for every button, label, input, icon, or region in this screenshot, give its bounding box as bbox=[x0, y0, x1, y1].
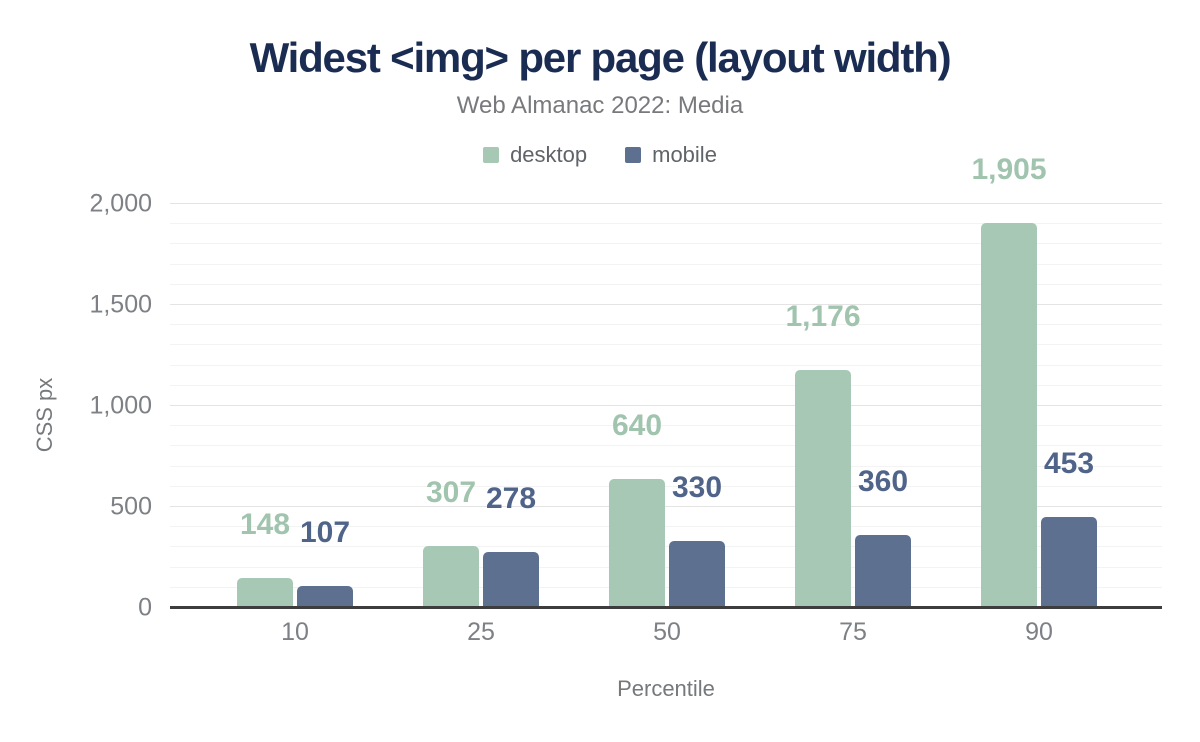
gridline-major bbox=[170, 203, 1162, 204]
gridline-minor bbox=[170, 546, 1162, 548]
bar-value-label-mobile-p90: 453 bbox=[1043, 446, 1095, 480]
legend-item-mobile[interactable]: mobile bbox=[625, 142, 717, 168]
y-tick-label: 1,500 bbox=[89, 290, 152, 319]
bar-value-label-desktop-p10: 148 bbox=[239, 508, 291, 542]
x-tick-label-10: 10 bbox=[281, 618, 309, 646]
chart-legend: desktop mobile bbox=[0, 142, 1200, 168]
gridline-minor bbox=[170, 324, 1162, 326]
gridline-minor bbox=[170, 425, 1162, 427]
legend-swatch-icon bbox=[625, 147, 642, 163]
gridline-minor bbox=[170, 384, 1162, 386]
bar-desktop-p25[interactable] bbox=[423, 546, 479, 608]
bar-mobile-p10[interactable] bbox=[297, 586, 353, 608]
bar-group-90: 1,905 453 bbox=[971, 153, 1097, 608]
gridline-minor bbox=[170, 364, 1162, 366]
bar-value-label-mobile-p25: 278 bbox=[485, 481, 537, 515]
y-tick-label: 500 bbox=[110, 492, 152, 521]
gridline-minor bbox=[170, 445, 1162, 447]
bar-group-75: 1,176 360 bbox=[785, 204, 911, 608]
gridline-major bbox=[170, 304, 1162, 305]
bar-value-label-desktop-p75: 1,176 bbox=[785, 300, 861, 334]
bar-group-10: 148 107 bbox=[237, 204, 353, 608]
chart-title: Widest <img> per page (layout width) bbox=[249, 34, 952, 81]
x-axis-title: Percentile bbox=[617, 676, 715, 701]
bar-value-label-mobile-p50: 330 bbox=[671, 471, 723, 505]
bar-desktop-p75[interactable] bbox=[795, 370, 851, 608]
chart-subtitle: Web Almanac 2022: Media bbox=[456, 92, 744, 119]
bar-desktop-p50[interactable] bbox=[609, 478, 665, 608]
gridline-minor bbox=[170, 223, 1162, 225]
gridline-minor bbox=[170, 465, 1162, 467]
y-tick-label: 0 bbox=[138, 593, 152, 622]
y-tick-label: 1,000 bbox=[89, 391, 152, 420]
legend-label: mobile bbox=[652, 142, 717, 167]
bar-desktop-p90[interactable] bbox=[981, 223, 1037, 608]
bar-mobile-p75[interactable] bbox=[855, 535, 911, 608]
bar-mobile-p25[interactable] bbox=[483, 551, 539, 608]
gridline-minor bbox=[170, 586, 1162, 588]
legend-label: desktop bbox=[510, 142, 588, 167]
x-tick-label-50: 50 bbox=[653, 618, 681, 646]
bar-mobile-p90[interactable] bbox=[1041, 516, 1097, 608]
gridline-major bbox=[170, 506, 1162, 507]
x-tick-label-90: 90 bbox=[1025, 618, 1053, 646]
bar-group-50: 640 330 bbox=[609, 204, 725, 608]
x-axis-baseline bbox=[170, 606, 1162, 609]
gridline-minor bbox=[170, 485, 1162, 487]
y-tick-label: 2,000 bbox=[89, 189, 152, 218]
bar-mobile-p50[interactable] bbox=[669, 541, 725, 608]
gridline-minor bbox=[170, 283, 1162, 285]
bar-value-label-desktop-p50: 640 bbox=[611, 408, 663, 442]
gridline-minor bbox=[170, 344, 1162, 346]
x-tick-label-25: 25 bbox=[467, 618, 495, 646]
gridline-minor bbox=[170, 243, 1162, 245]
bar-value-label-mobile-p75: 360 bbox=[857, 465, 909, 499]
legend-item-desktop[interactable]: desktop bbox=[483, 142, 587, 168]
x-tick-label-75: 75 bbox=[839, 618, 867, 646]
bar-desktop-p10[interactable] bbox=[237, 578, 293, 608]
y-axis-title: CSS px bbox=[32, 377, 57, 453]
gridline-minor bbox=[170, 263, 1162, 265]
gridline-major bbox=[170, 405, 1162, 406]
bar-value-label-desktop-p25: 307 bbox=[425, 476, 477, 509]
bar-value-label-desktop-p90: 1,905 bbox=[971, 153, 1047, 187]
legend-swatch-icon bbox=[483, 147, 500, 163]
gridline-minor bbox=[170, 566, 1162, 568]
plot-area: 148 107 307 278 640 330 1,176 360 1,905 453 bbox=[170, 153, 1162, 609]
bar-group-25: 307 278 bbox=[423, 204, 539, 608]
bar-value-label-mobile-p10: 107 bbox=[299, 516, 351, 550]
gridline-minor bbox=[170, 526, 1162, 528]
